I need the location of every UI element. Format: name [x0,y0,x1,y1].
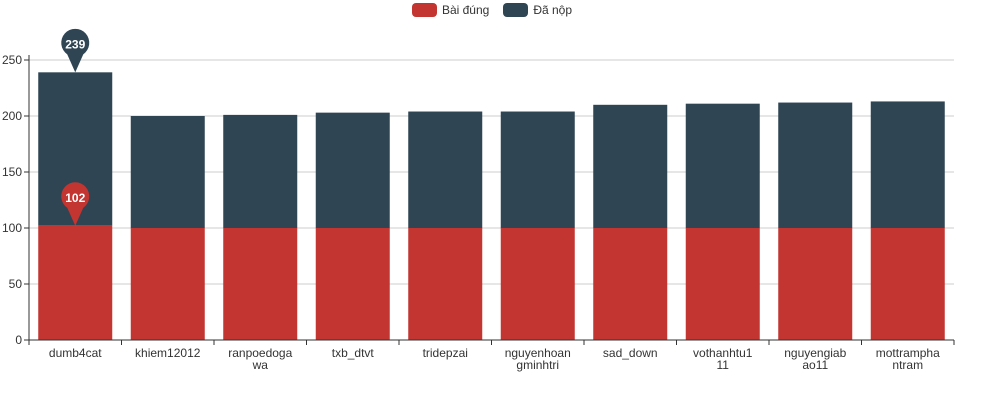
y-tick-label: 250 [2,53,22,67]
bar-submitted [778,102,853,228]
bar-submitted [685,103,760,228]
marker-label: 102 [65,191,85,205]
legend-item-submitted[interactable]: Đã nộp [503,3,572,17]
bar-submitted [130,116,205,228]
bar-correct [500,228,575,340]
bar-submitted [500,111,575,228]
bar-correct [685,228,760,340]
legend-label: Đã nộp [533,3,573,17]
x-tick-label: ranpoedoga wa [228,346,292,372]
x-tick-label: mottrampha ntram [876,346,940,372]
x-tick-label: tridepzai [423,346,468,360]
y-tick-label: 100 [2,221,22,235]
x-tick-label: vothanhtu1 11 [693,346,753,372]
marker-pin [61,182,90,226]
bar-correct [130,228,205,340]
bar-correct [870,228,945,340]
legend-swatch [503,3,529,17]
marker-pin [61,28,90,73]
x-tick-label: dumb4cat [49,346,102,360]
bar-submitted [315,112,390,228]
legend: Bài đúng Đã nộp [0,3,984,17]
x-tick-label: nguyenhoan gminhtri [505,346,571,372]
bar-submitted [593,104,668,228]
bar-correct [408,228,483,340]
bar-submitted [408,111,483,228]
x-tick-label: sad_down [603,346,658,360]
y-tick-label: 0 [15,333,22,347]
bar-correct [593,228,668,340]
legend-swatch [411,3,437,17]
x-tick-label: khiem12012 [135,346,201,360]
bar-correct [38,225,113,340]
bar-correct [778,228,853,340]
y-tick-label: 150 [2,165,22,179]
legend-label: Bài đúng [441,3,490,17]
x-tick-label: txb_dtvt [332,346,375,360]
bar-correct [223,228,298,340]
legend-item-correct[interactable]: Bài đúng [411,3,490,17]
bar-correct [315,228,390,340]
bar-submitted [223,114,298,228]
x-tick-label: nguyengiab ao11 [784,346,846,372]
y-tick-label: 50 [9,277,23,291]
bar-submitted [870,101,945,228]
y-tick-label: 200 [2,109,22,123]
marker-label: 239 [65,37,85,51]
